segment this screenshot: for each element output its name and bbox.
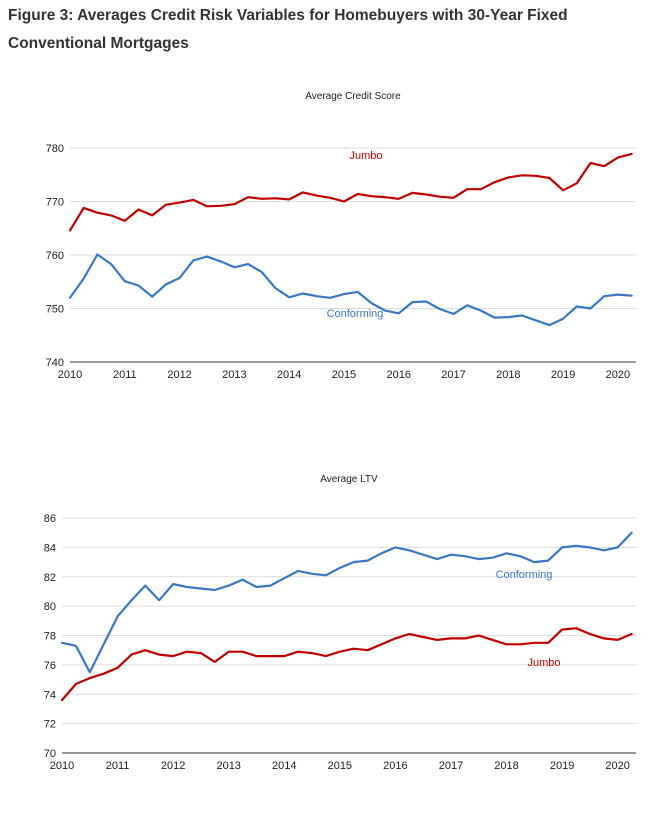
x-tick-label: 2020	[606, 369, 630, 381]
y-tick-label: 74	[44, 689, 56, 701]
x-tick-label: 2019	[550, 760, 574, 772]
y-tick-label: 82	[44, 572, 56, 584]
series-label-jumbo: Jumbo	[349, 150, 382, 162]
x-tick-label: 2011	[113, 369, 137, 381]
y-tick-label: 78	[44, 631, 56, 643]
x-tick-label: 2020	[605, 760, 629, 772]
y-tick-label: 86	[44, 513, 56, 525]
x-tick-label: 2017	[439, 760, 463, 772]
series-line-jumbo	[60, 627, 633, 702]
x-tick-label: 2018	[496, 369, 520, 381]
x-tick-label: 2015	[328, 760, 352, 772]
y-tick-label: 760	[46, 250, 64, 262]
x-tick-label: 2014	[272, 760, 296, 772]
series-label-conforming: Conforming	[496, 569, 553, 581]
y-tick-label: 76	[44, 660, 56, 672]
y-tick-label: 770	[46, 197, 64, 209]
y-tick-label: 72	[44, 719, 56, 731]
credit-score-chart: Average Credit Score 740 750 760 770 780 2010 2…	[46, 91, 636, 381]
x-tick-label: 2019	[551, 369, 575, 381]
x-tick-label: 2016	[387, 369, 411, 381]
chart-title: Average Credit Score	[305, 91, 401, 102]
y-tick-label: 780	[46, 143, 64, 155]
series-label-jumbo: Jumbo	[527, 657, 560, 669]
chart-title: Average LTV	[320, 474, 378, 485]
series-label-conforming: Conforming	[327, 308, 384, 320]
series-line-jumbo	[68, 152, 633, 232]
x-tick-label: 2013	[222, 369, 246, 381]
x-tick-label: 2018	[494, 760, 518, 772]
y-tick-label: 70	[44, 748, 56, 760]
x-tick-label: 2010	[58, 369, 82, 381]
y-tick-label: 80	[44, 601, 56, 613]
x-tick-label: 2011	[106, 760, 130, 772]
x-tick-label: 2012	[161, 760, 185, 772]
x-tick-label: 2013	[216, 760, 240, 772]
x-tick-label: 2012	[167, 369, 191, 381]
x-tick-label: 2015	[332, 369, 356, 381]
y-tick-label: 750	[46, 304, 64, 316]
y-tick-label: 740	[46, 357, 64, 369]
x-tick-label: 2010	[50, 760, 74, 772]
figure-title: Figure 3: Averages Credit Risk Variables…	[8, 7, 568, 52]
y-tick-label: 84	[44, 542, 56, 554]
x-tick-label: 2017	[441, 369, 465, 381]
x-tick-label: 2014	[277, 369, 301, 381]
ltv-chart: Average LTV 70 72 74 76 78 80 82 84 86 2010 2011 201…	[44, 474, 636, 772]
series-line-conforming	[68, 253, 633, 327]
x-tick-label: 2016	[383, 760, 407, 772]
series-line-conforming	[60, 531, 633, 674]
